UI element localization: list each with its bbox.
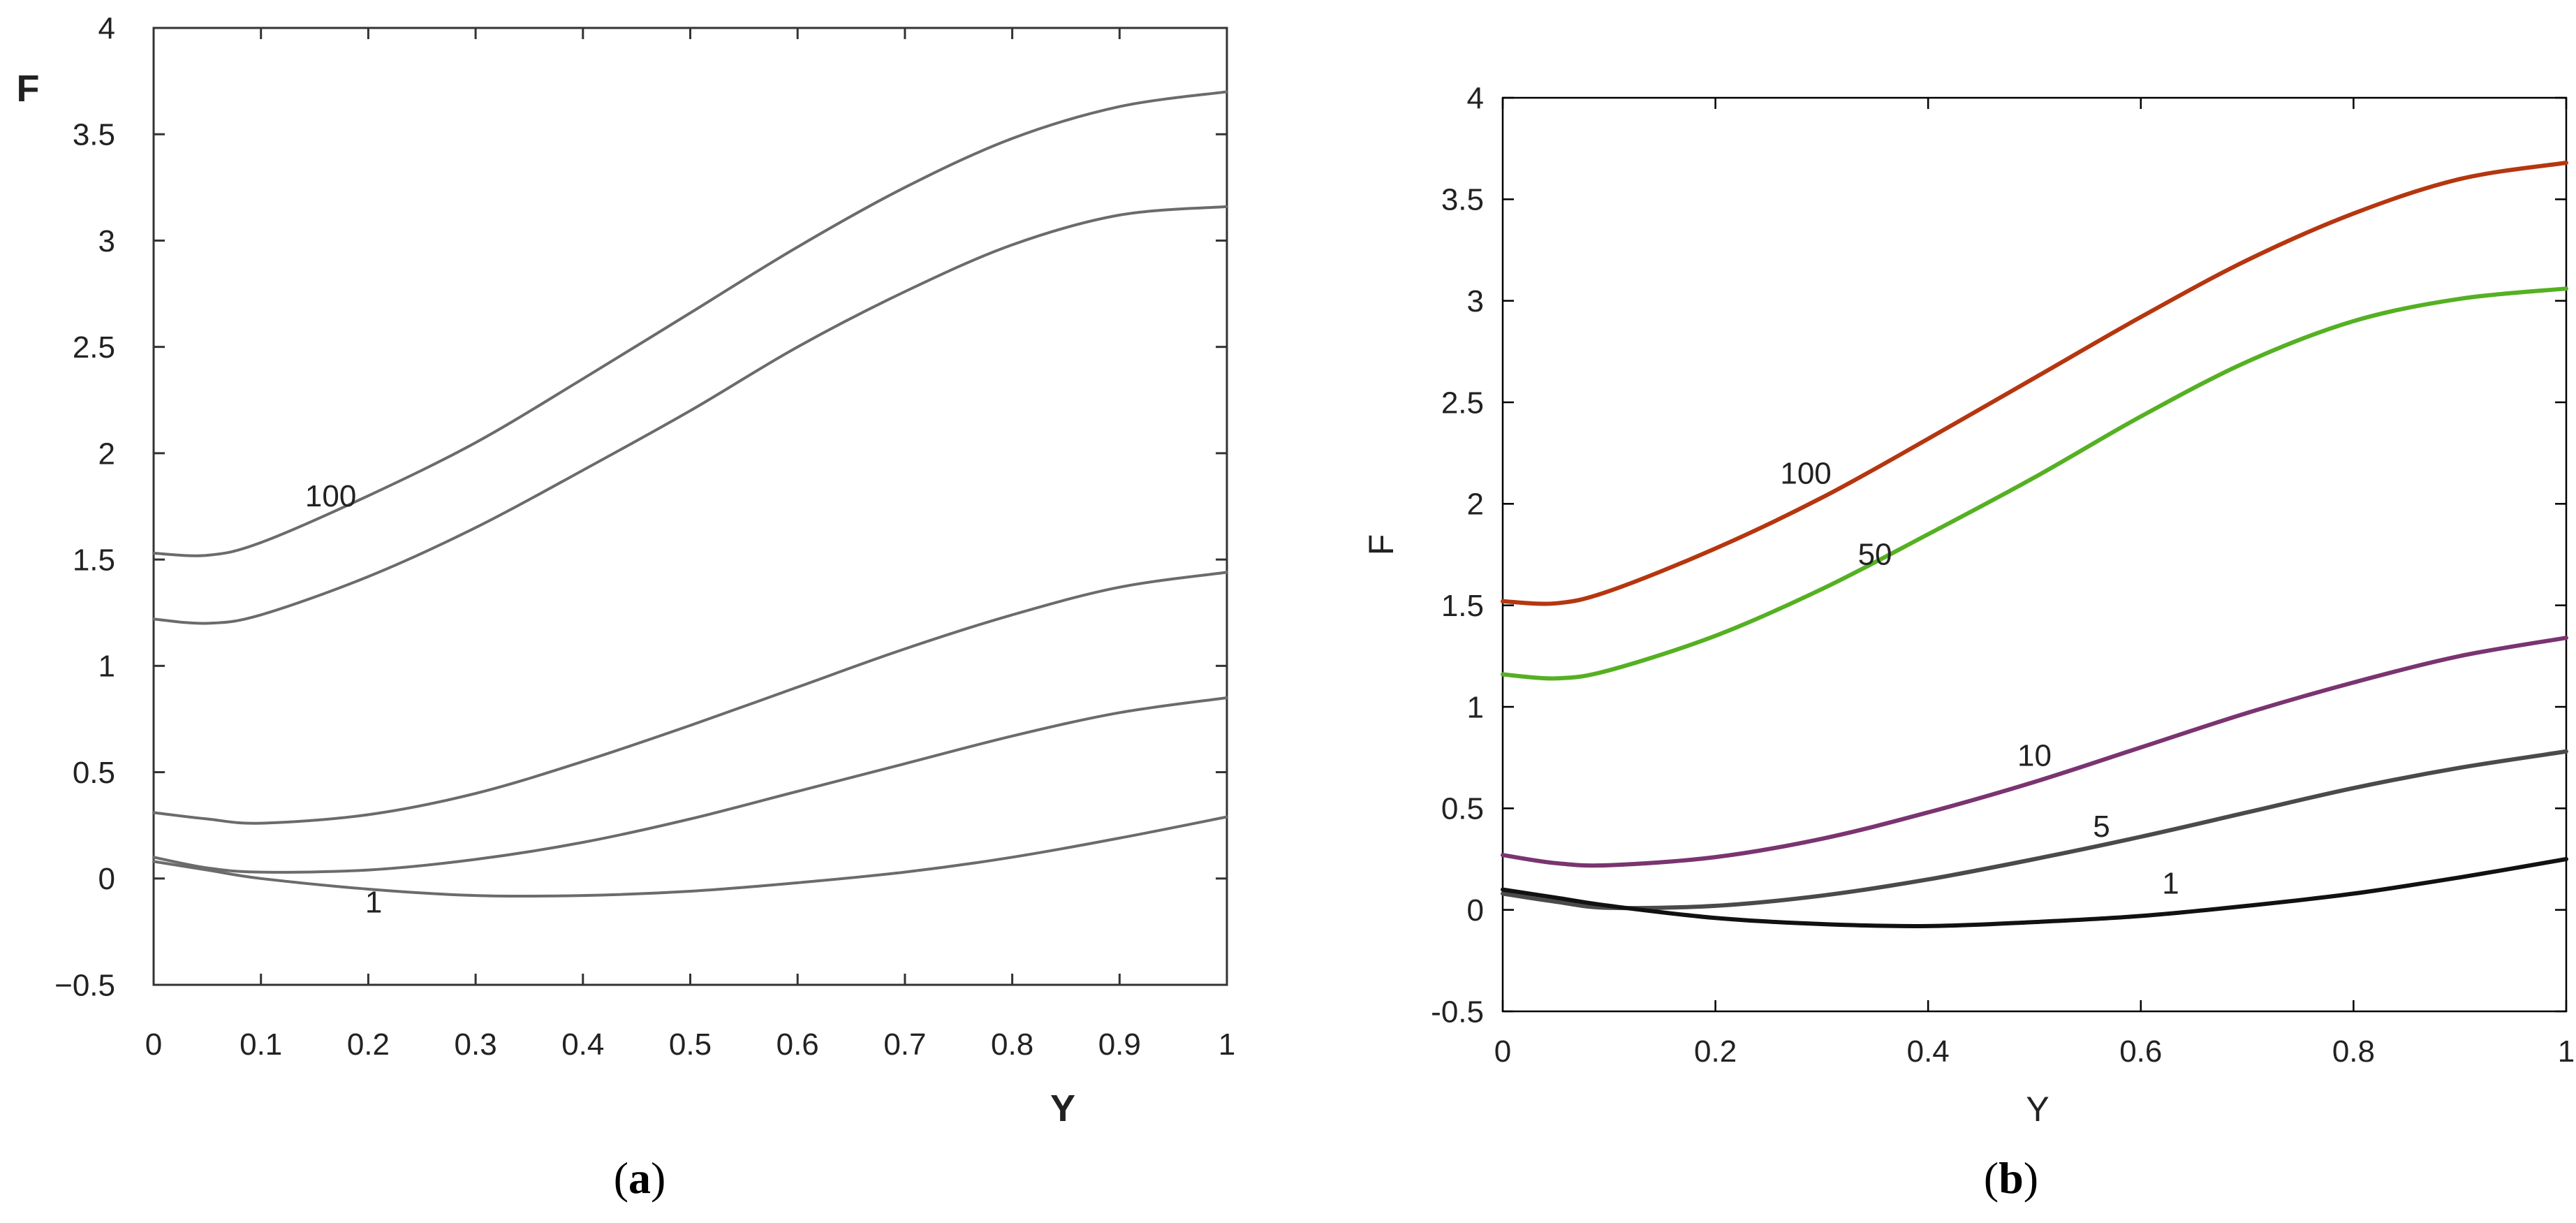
y-tick-label: 3 [1467, 284, 1484, 318]
x-tick-label: 0.4 [561, 1027, 604, 1062]
x-tick-label: 0 [145, 1027, 162, 1062]
caption-b: (b) [1983, 1153, 2039, 1203]
series-line-1 [152, 815, 1228, 898]
y-tick-label: 1 [1467, 690, 1484, 724]
y-tick-label: 4 [1467, 81, 1484, 115]
x-tick-label: 0.2 [1694, 1034, 1737, 1069]
y-tick-label: 1 [98, 650, 115, 684]
x-tick-label: 0 [1494, 1034, 1511, 1069]
y-tick-label: 2.5 [73, 330, 115, 365]
x-tick-label: 0.4 [1907, 1034, 1950, 1069]
x-tick-label: 1 [2558, 1034, 2575, 1069]
curve-label-5: 5 [2093, 810, 2110, 844]
x-tick-label: 0.8 [2332, 1034, 2375, 1069]
y-tick-label: 3.5 [1441, 183, 1484, 217]
x-tick-label: 0.2 [347, 1027, 390, 1062]
y-tick-label: 2 [1467, 488, 1484, 522]
x-tick-label: 0.8 [991, 1027, 1033, 1062]
x-tick-label: 0.9 [1098, 1027, 1141, 1062]
y-tick-label: 0 [1467, 893, 1484, 928]
y-tick-label: 0.5 [1441, 792, 1484, 826]
x-tick-label: 0.6 [2119, 1034, 2162, 1069]
x-tick-label: 0.6 [777, 1027, 819, 1062]
curve-label-100: 100 [305, 479, 356, 513]
series-line-10 [1501, 636, 2568, 868]
chart-b: 0 0.2 0.4 0.6 0.8 1 -0.5 0 0.5 1 1.5 2 2.5 3 3.5 4 Y F 100… [1362, 81, 2575, 1129]
series-line-100 [152, 90, 1228, 557]
series-line-50 [1501, 286, 2568, 681]
y-tick-label: 0 [98, 862, 115, 896]
curve-label-1: 1 [2162, 866, 2179, 900]
y-tick-label: 0.5 [73, 756, 115, 790]
y-axis-label: F [17, 68, 40, 110]
x-tick-label: 0.1 [240, 1027, 282, 1062]
y-tick-label: 4 [98, 11, 115, 45]
x-tick-label: 0.7 [883, 1027, 926, 1062]
x-tick-label: 0.5 [669, 1027, 712, 1062]
y-tick-label: 2 [98, 437, 115, 471]
y-tick-label: 2.5 [1441, 386, 1484, 420]
y-axis-label: F [1362, 534, 1401, 556]
curve-label-100: 100 [1780, 456, 1831, 490]
series-line-100 [1501, 161, 2568, 606]
y-tick-label: 3 [98, 224, 115, 258]
y-tick-label: 3.5 [73, 118, 115, 152]
y-tick-label: 1.5 [1441, 589, 1484, 623]
x-axis-label: Y [1050, 1087, 1075, 1129]
caption-a: (a) [613, 1153, 666, 1203]
y-tick-label: −0.5 [54, 968, 115, 1002]
chart-a: 0 0.1 0.2 0.3 0.4 0.5 0.6 0.7 0.8 0.9 1 −0.5 0 0.5 1 1.… [17, 11, 1236, 1129]
x-tick-label: 0.3 [455, 1027, 497, 1062]
plot-frame [1501, 96, 2568, 1013]
series-line-10 [152, 571, 1228, 825]
series-line-50 [152, 205, 1228, 625]
curve-label-10: 10 [2017, 738, 2052, 772]
x-tick-label: 1 [1219, 1027, 1235, 1062]
curve-label-50: 50 [1858, 538, 1892, 572]
y-tick-label: 1.5 [73, 543, 115, 578]
series-line-5 [152, 696, 1228, 874]
y-tick-label: -0.5 [1431, 995, 1484, 1029]
curve-label-1: 1 [365, 885, 382, 919]
series-line-1 [1501, 857, 2568, 929]
x-axis-label: Y [2026, 1090, 2049, 1129]
